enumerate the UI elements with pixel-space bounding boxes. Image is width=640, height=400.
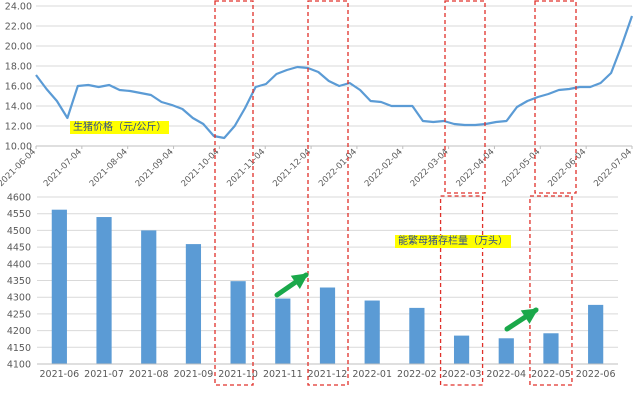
sow-bar (141, 230, 157, 364)
sow-y-tick-label: 4300 (7, 293, 31, 304)
sow-y-tick-label: 4600 (7, 193, 31, 204)
price-x-tick-label: 2021-12-04 (271, 147, 313, 189)
sow-x-tick-label: 2021-06 (39, 369, 79, 380)
price-x-tick-label: 2022-06-04 (546, 147, 588, 189)
sow-y-tick-label: 4400 (7, 259, 31, 270)
sow-x-tick-label: 2022-04 (486, 369, 526, 380)
price-x-tick-label: 2021-11-04 (225, 147, 267, 189)
sow-y-tick-label: 4500 (7, 226, 31, 237)
sow-x-tick-label: 2022-02 (397, 369, 437, 380)
price-y-tick-label: 20.00 (5, 42, 32, 53)
sow-inventory-annotation: 能繁母猪存栏量（万头） (395, 235, 511, 248)
price-x-tick-label: 2022-07-04 (592, 147, 634, 189)
sow-bar (185, 244, 202, 364)
price-y-tick-label: 24.00 (5, 2, 32, 13)
sow-bar (51, 209, 67, 364)
sow-y-tick-label: 4150 (7, 343, 31, 354)
price-y-tick-label: 14.00 (5, 102, 32, 113)
price-y-tick-label: 16.00 (5, 82, 32, 93)
price-x-tick-label: 2022-01-04 (317, 147, 359, 189)
trend-arrow-head (520, 308, 539, 324)
sow-y-tick-label: 4450 (7, 243, 31, 254)
sow-x-tick-label: 2022-03 (442, 369, 482, 380)
sow-y-tick-label: 4100 (7, 360, 31, 371)
highlight-box-sow (529, 195, 573, 386)
sow-bar (543, 333, 559, 364)
highlight-box-tall (214, 0, 254, 386)
price-x-tick-label: 2021-08-04 (88, 147, 130, 189)
price-y-tick-label: 12.00 (5, 122, 32, 133)
price-x-tick-label: 2021-06-04 (0, 147, 38, 189)
sow-x-tick-label: 2022-05 (531, 369, 571, 380)
sow-y-tick-label: 4350 (7, 276, 31, 287)
highlight-box-price (444, 0, 486, 194)
pig-price-annotation: 生猪价格（元/公斤） (70, 121, 170, 134)
sow-bar (96, 217, 112, 364)
price-y-tick-label: 10.00 (5, 142, 32, 153)
sow-bar (364, 300, 380, 364)
sow-x-tick-label: 2022-06 (576, 369, 616, 380)
price-x-tick-label: 2021-09-04 (134, 147, 176, 189)
sow-y-tick-label: 4250 (7, 309, 31, 320)
price-x-tick-label: 2022-02-04 (363, 147, 405, 189)
sow-y-tick-label: 4550 (7, 209, 31, 220)
sow-x-tick-label: 2021-10 (218, 369, 258, 380)
price-x-tick-label: 2021-07-04 (42, 147, 84, 189)
sow-x-tick-label: 2021-09 (174, 369, 214, 380)
trend-arrow-head (290, 273, 309, 289)
sow-bar (453, 335, 470, 364)
sow-x-tick-label: 2021-12 (308, 369, 348, 380)
sow-bar (409, 307, 425, 364)
sow-x-tick-label: 2021-08 (129, 369, 169, 380)
price-x-tick-label: 2022-04-04 (455, 147, 497, 189)
price-y-tick-label: 18.00 (5, 62, 32, 73)
price-x-tick-label: 2022-05-04 (500, 147, 542, 189)
sow-bar (319, 287, 336, 364)
sow-bar (230, 281, 246, 364)
highlight-box-sow (439, 195, 484, 386)
highlight-box-tall (307, 0, 349, 386)
sow-x-tick-label: 2022-01 (352, 369, 392, 380)
highlight-box-price (534, 0, 577, 194)
sow-x-tick-label: 2021-11 (263, 369, 303, 380)
price-series-line (35, 15, 634, 140)
sow-bar (498, 338, 514, 364)
sow-y-tick-label: 4200 (7, 326, 31, 337)
price-y-tick-label: 22.00 (5, 22, 32, 33)
sow-bar (588, 304, 604, 364)
sow-x-tick-label: 2021-07 (84, 369, 124, 380)
price-x-tick-label: 2021-10-04 (179, 147, 221, 189)
sow-bar (275, 298, 291, 364)
